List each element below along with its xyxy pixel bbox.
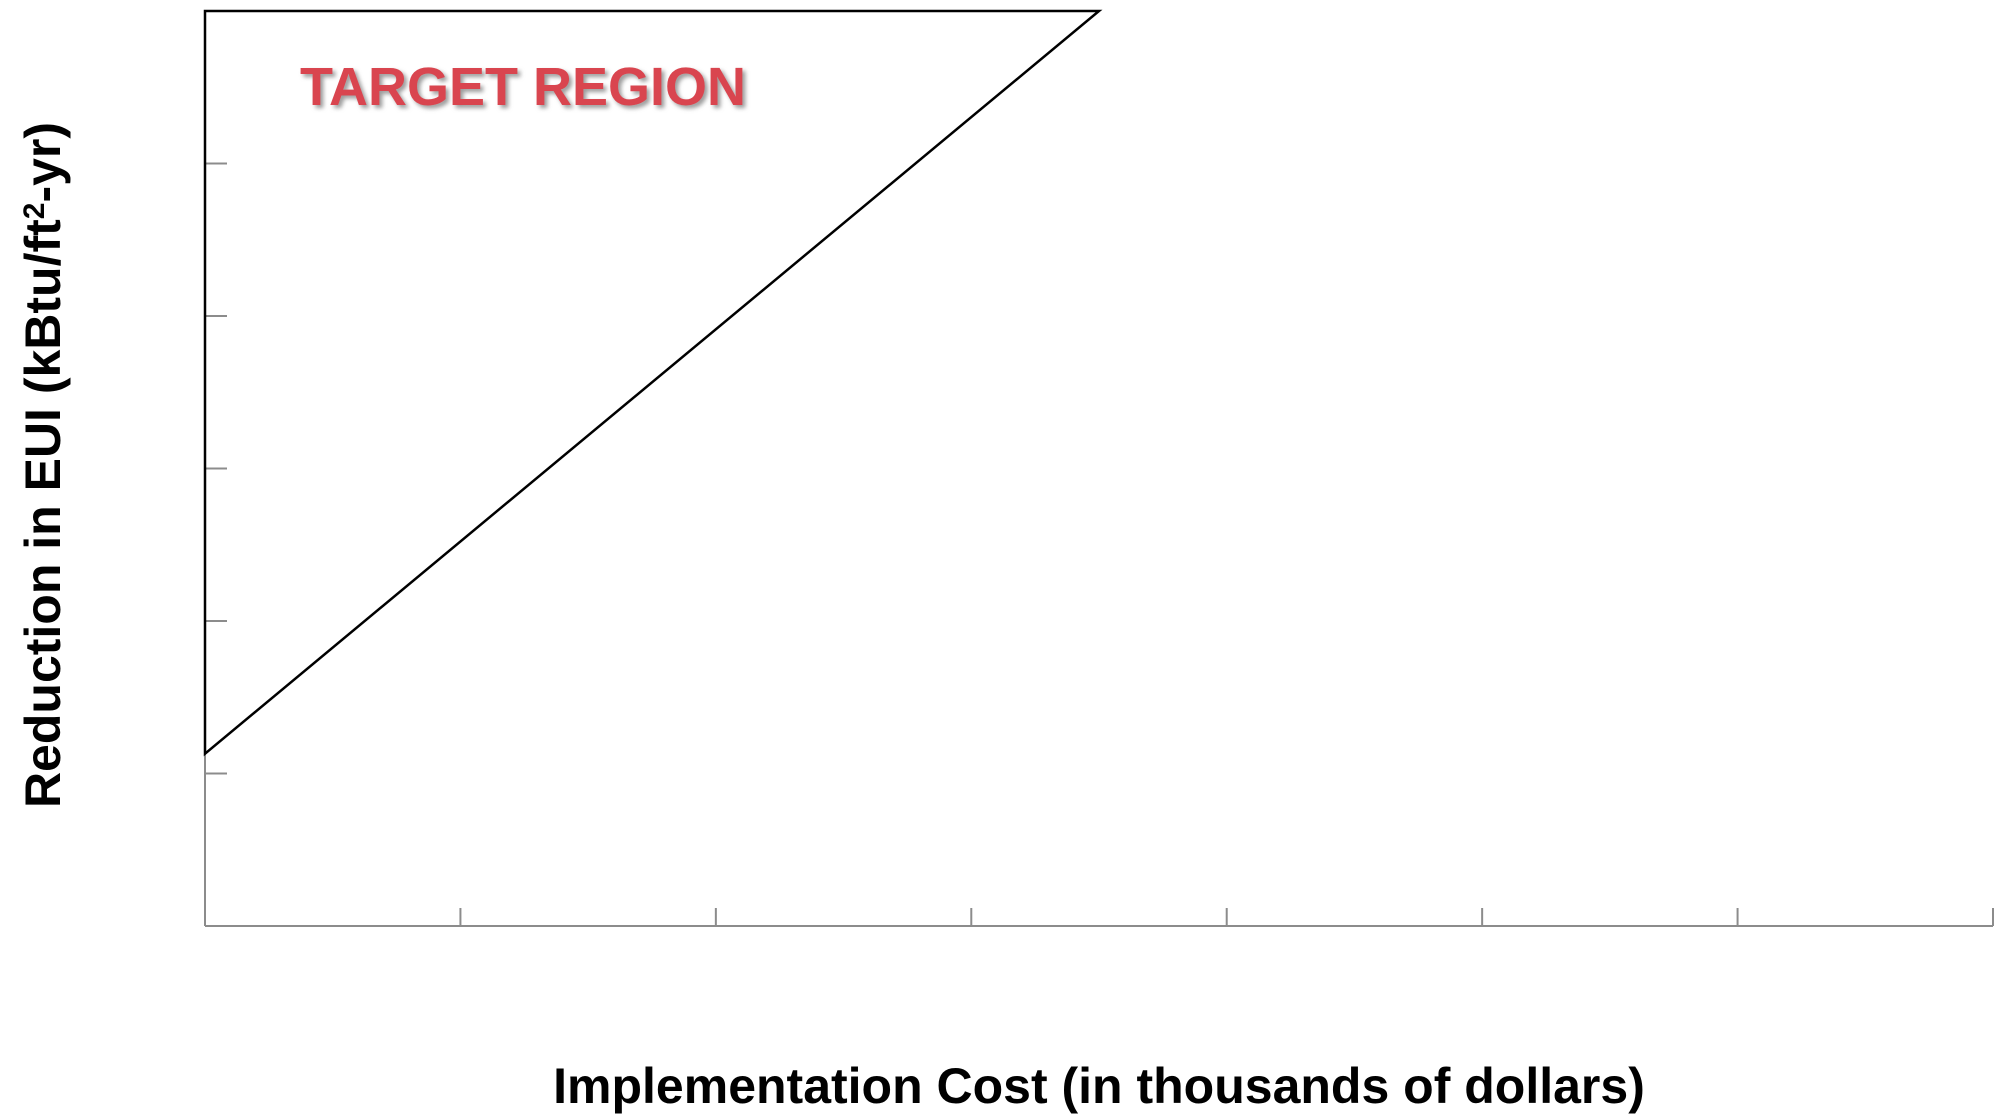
- x-axis-ticks: [204, 908, 1994, 926]
- axes: [204, 10, 1994, 927]
- target-region-outline: [203, 9, 1103, 757]
- y-axis-ticks: [205, 10, 227, 927]
- target-region-area: [203, 9, 1103, 757]
- y-axis-title-prefix: Reduction in EUI (kBtu/ft: [15, 219, 71, 808]
- y-axis-title-suffix: -yr): [15, 122, 71, 203]
- x-axis-title: Implementation Cost (in thousands of dol…: [553, 1058, 1645, 1114]
- y-axis-title-superscript: 2: [18, 203, 51, 220]
- target-region-label: TARGET REGION: [300, 57, 746, 117]
- y-axis-title: Reduction in EUI (kBtu/ft2-yr): [15, 122, 71, 808]
